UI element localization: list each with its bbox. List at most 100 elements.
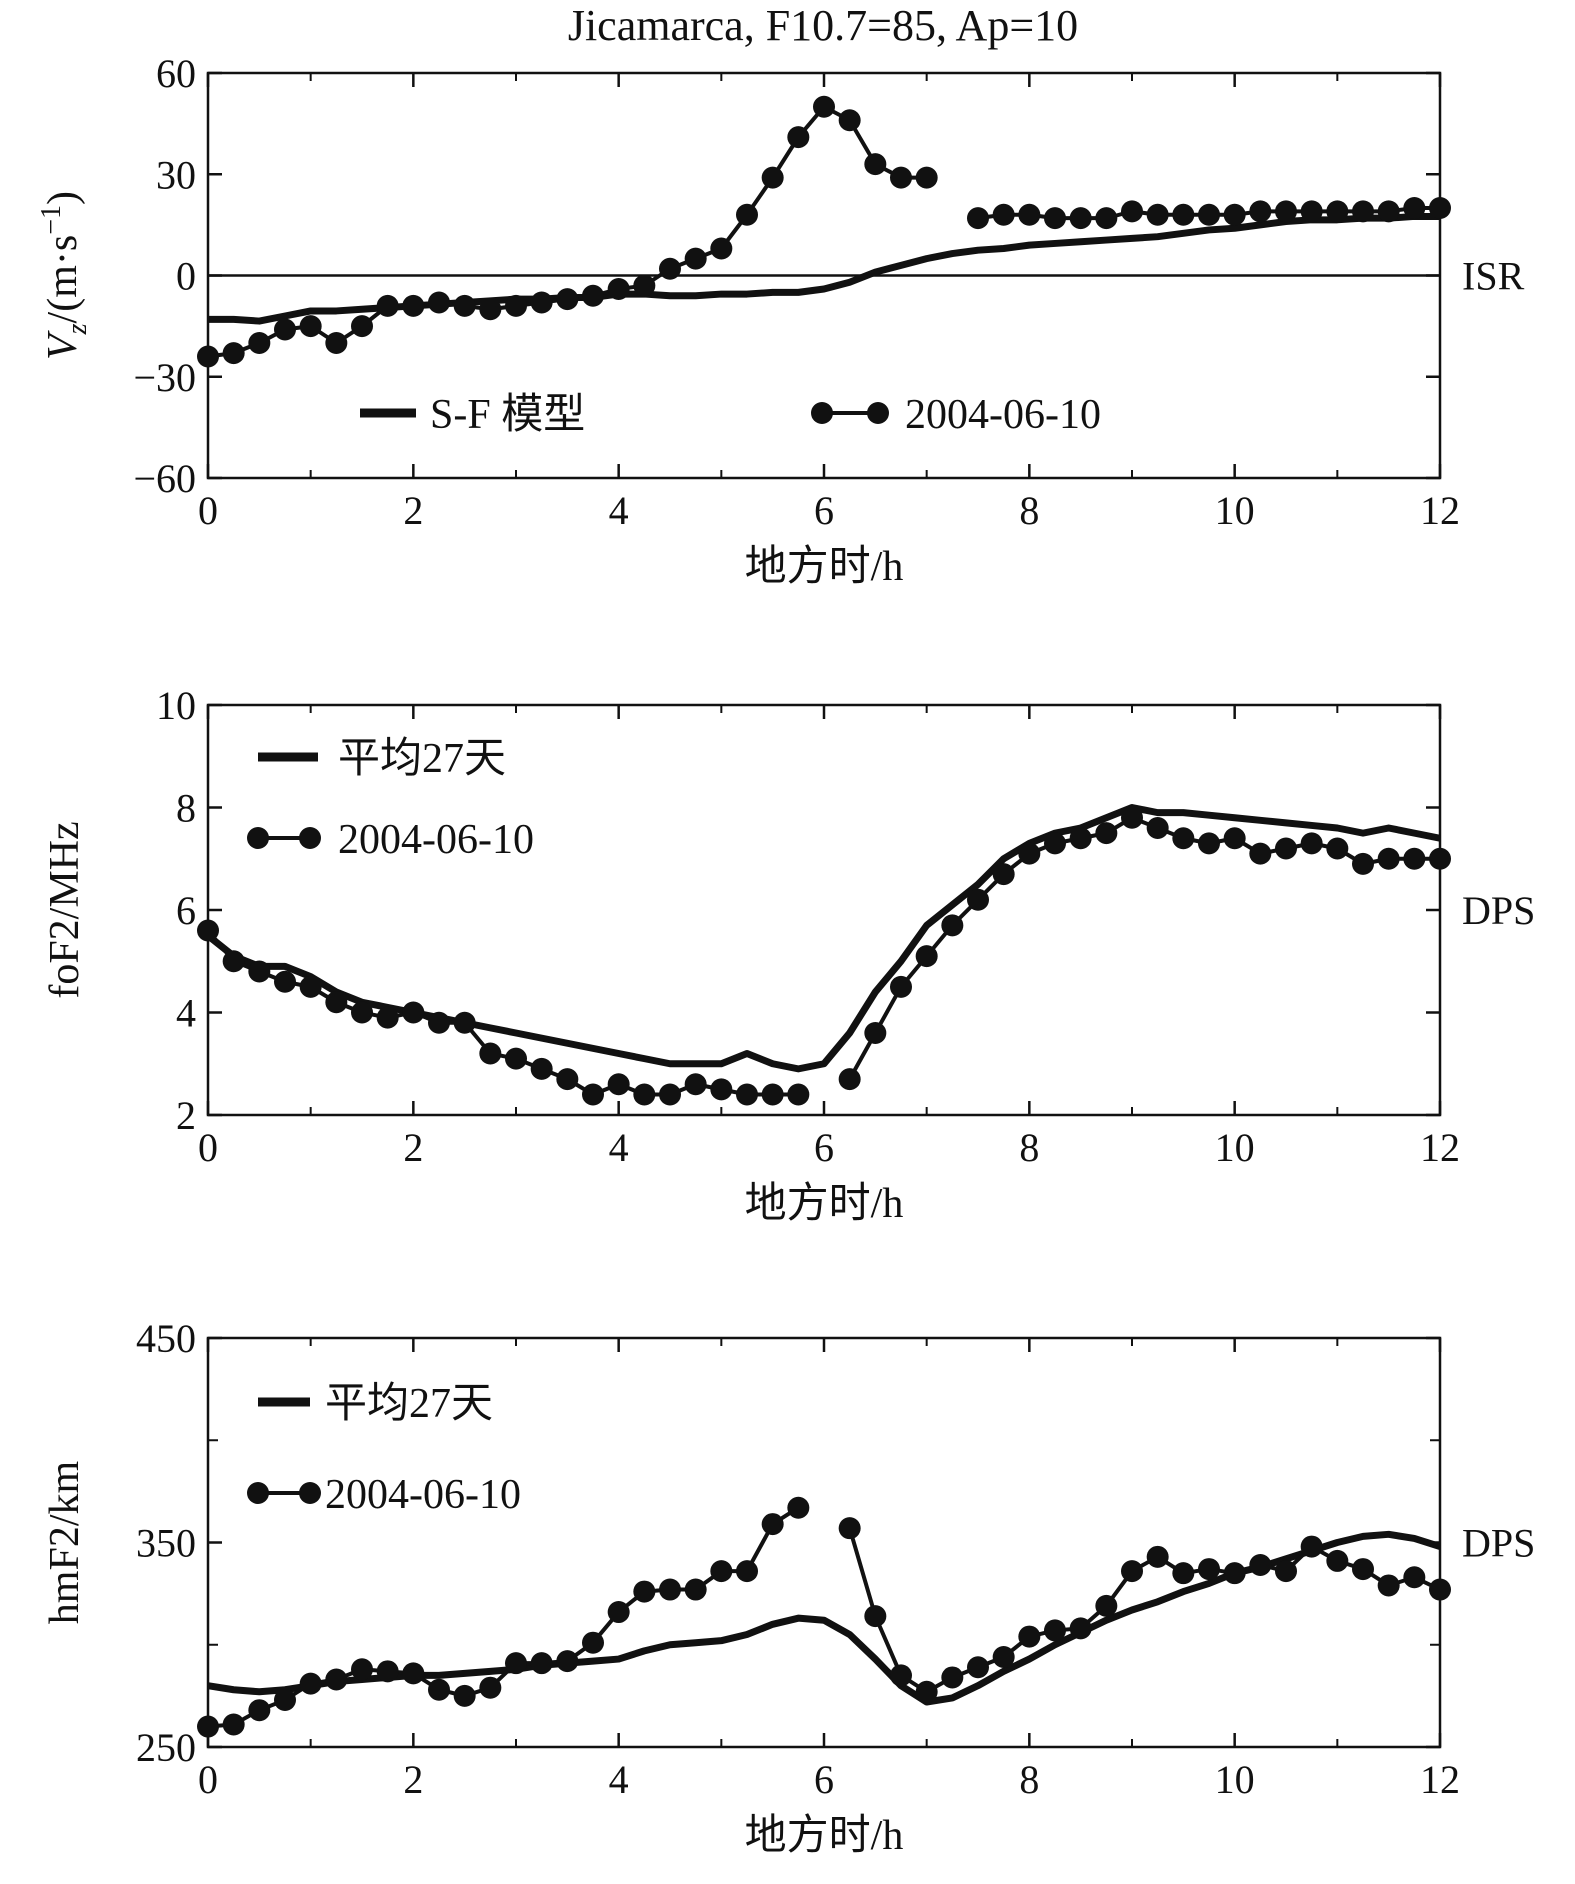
y-axis-label: hmF2/km (42, 1460, 88, 1624)
y-axis-label: Vz/(m·s−1) (36, 191, 93, 360)
data-point (222, 1713, 245, 1736)
legend: S-F 模型 2004-06-10 (360, 392, 1101, 438)
data-point (1326, 837, 1349, 860)
x-tick-label: 0 (198, 1125, 218, 1170)
data-point (1249, 1553, 1272, 1576)
source-label: DPS (1462, 888, 1535, 933)
data-point (1069, 207, 1092, 230)
data-point (1429, 1578, 1451, 1601)
data-point (1044, 1619, 1066, 1642)
source-label: DPS (1462, 1521, 1535, 1566)
data-point (402, 1001, 425, 1024)
data-point (530, 1652, 553, 1675)
data-point (428, 1678, 450, 1701)
y-tick-label: 2 (176, 1093, 196, 1138)
chart-panel-vz: 0 2 4 6 8 10 12 −60 −30 0 30 60 地方时/h Vz/(m·s−1) ISR S-… (36, 51, 1525, 590)
data-point (967, 1656, 989, 1679)
data-point (992, 203, 1015, 226)
data-point (479, 298, 502, 321)
data-point (428, 1011, 450, 1034)
y-tick-label: −60 (133, 456, 196, 501)
data-point (582, 1631, 604, 1654)
data-point (915, 166, 938, 189)
x-tick-label: 4 (609, 1757, 629, 1802)
data-point (248, 1699, 271, 1722)
data-point (864, 1605, 887, 1628)
data-point (1300, 832, 1323, 855)
data-point (376, 294, 399, 317)
data-point (1044, 832, 1066, 855)
data-point (607, 1601, 630, 1624)
y-tick-label: 350 (136, 1521, 196, 1566)
figure-title: Jicamarca, F10.7=85, Ap=10 (568, 1, 1078, 50)
data-point (1198, 1558, 1220, 1581)
y-tick-label: 4 (176, 991, 196, 1036)
x-tick-label: 6 (814, 1757, 834, 1802)
data-point (787, 1496, 810, 1519)
data-point (1275, 1560, 1297, 1583)
legend-swatch-dot (299, 1482, 321, 1504)
data-point (761, 1083, 784, 1106)
data-point (1300, 1535, 1323, 1558)
data-point (530, 291, 553, 314)
y-axis-label: foF2/MHz (42, 821, 88, 998)
data-point (864, 153, 887, 176)
data-point (787, 1083, 810, 1106)
legend-label: 2004-06-10 (338, 817, 534, 863)
data-point (582, 1083, 604, 1106)
data-point (1044, 207, 1066, 230)
data-point (351, 1001, 373, 1024)
data-point (453, 294, 476, 317)
x-tick-label: 2 (403, 488, 423, 533)
legend-label: 2004-06-10 (905, 392, 1101, 438)
data-point (992, 863, 1015, 886)
data-point (197, 919, 219, 942)
x-tick-label: 12 (1420, 1757, 1460, 1802)
legend-swatch-dot (247, 827, 269, 849)
data-point (556, 288, 579, 311)
data-point (1326, 200, 1349, 223)
data-point (1095, 822, 1118, 845)
data-point (1403, 1566, 1426, 1589)
data-point (248, 332, 271, 354)
data-point (1223, 1562, 1246, 1585)
data-point (582, 284, 604, 307)
x-tick-label: 8 (1019, 1125, 1039, 1170)
data-point (1095, 1594, 1118, 1617)
data-point (838, 1068, 861, 1091)
data-point (607, 278, 630, 300)
legend-swatch-dot (247, 1482, 269, 1504)
data-point (453, 1684, 476, 1707)
data-point (453, 1011, 476, 1034)
x-tick-label: 8 (1019, 1757, 1039, 1802)
x-tick-label: 2 (403, 1757, 423, 1802)
x-axis-label: 地方时/h (745, 1813, 904, 1859)
legend-label: 平均27天 (325, 1381, 493, 1427)
data-point (1326, 1549, 1349, 1572)
y-tick-label: 8 (176, 786, 196, 831)
data-point (274, 1688, 296, 1711)
y-tick-label: 60 (156, 51, 196, 96)
data-point (479, 1042, 502, 1065)
data-point (1300, 200, 1323, 223)
data-point (1377, 200, 1400, 223)
data-point (1429, 847, 1451, 870)
data-point (1249, 200, 1272, 223)
data-point (351, 315, 373, 338)
data-point (1146, 203, 1169, 226)
data-point (556, 1068, 579, 1091)
data-point (633, 1083, 656, 1106)
data-point (659, 1083, 681, 1106)
data-point (838, 1517, 861, 1540)
data-point (299, 315, 322, 338)
data-point (684, 1073, 707, 1096)
data-point (505, 1652, 527, 1675)
data-point (736, 1560, 758, 1583)
data-point (222, 342, 245, 365)
legend-swatch-dot (811, 402, 833, 424)
data-point (274, 970, 296, 993)
x-axis-label: 地方时/h (745, 544, 904, 590)
y-tick-label: −30 (133, 355, 196, 400)
y-tick-label: 30 (156, 152, 196, 197)
